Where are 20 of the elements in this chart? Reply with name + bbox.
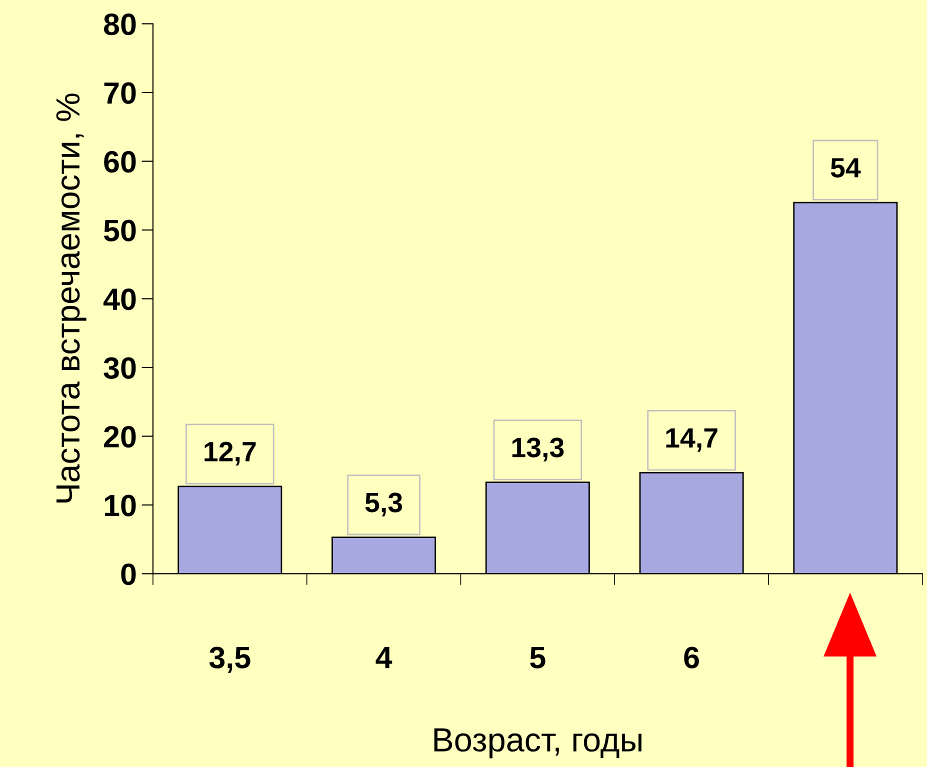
x-tick-label: 4 <box>376 647 392 668</box>
x-axis-title: Возраст, годы <box>434 728 642 758</box>
x-tick-label: 3,5 <box>209 646 250 673</box>
y-tick-label: 40 <box>103 288 136 310</box>
y-tick-label: 80 <box>104 14 136 36</box>
y-tick-label: 10 <box>104 494 136 516</box>
data-label: 13,3 <box>512 438 564 462</box>
data-label: 5,3 <box>365 492 402 516</box>
y-tick-label: 70 <box>104 82 136 104</box>
y-tick-label: 30 <box>104 357 136 379</box>
y-tick-label: 0 <box>121 563 136 586</box>
y-axis-title: Частота встречаемости, % <box>56 94 86 502</box>
y-tick-label: 50 <box>104 220 136 242</box>
x-tick-label: 5 <box>530 647 546 668</box>
data-label: 12,7 <box>204 442 256 466</box>
data-label: 54 <box>830 158 861 178</box>
y-tick-label: 60 <box>104 150 136 173</box>
y-tick-label: 20 <box>104 426 136 448</box>
data-label: 14,7 <box>666 428 718 452</box>
x-tick-label: 6 <box>684 646 699 668</box>
